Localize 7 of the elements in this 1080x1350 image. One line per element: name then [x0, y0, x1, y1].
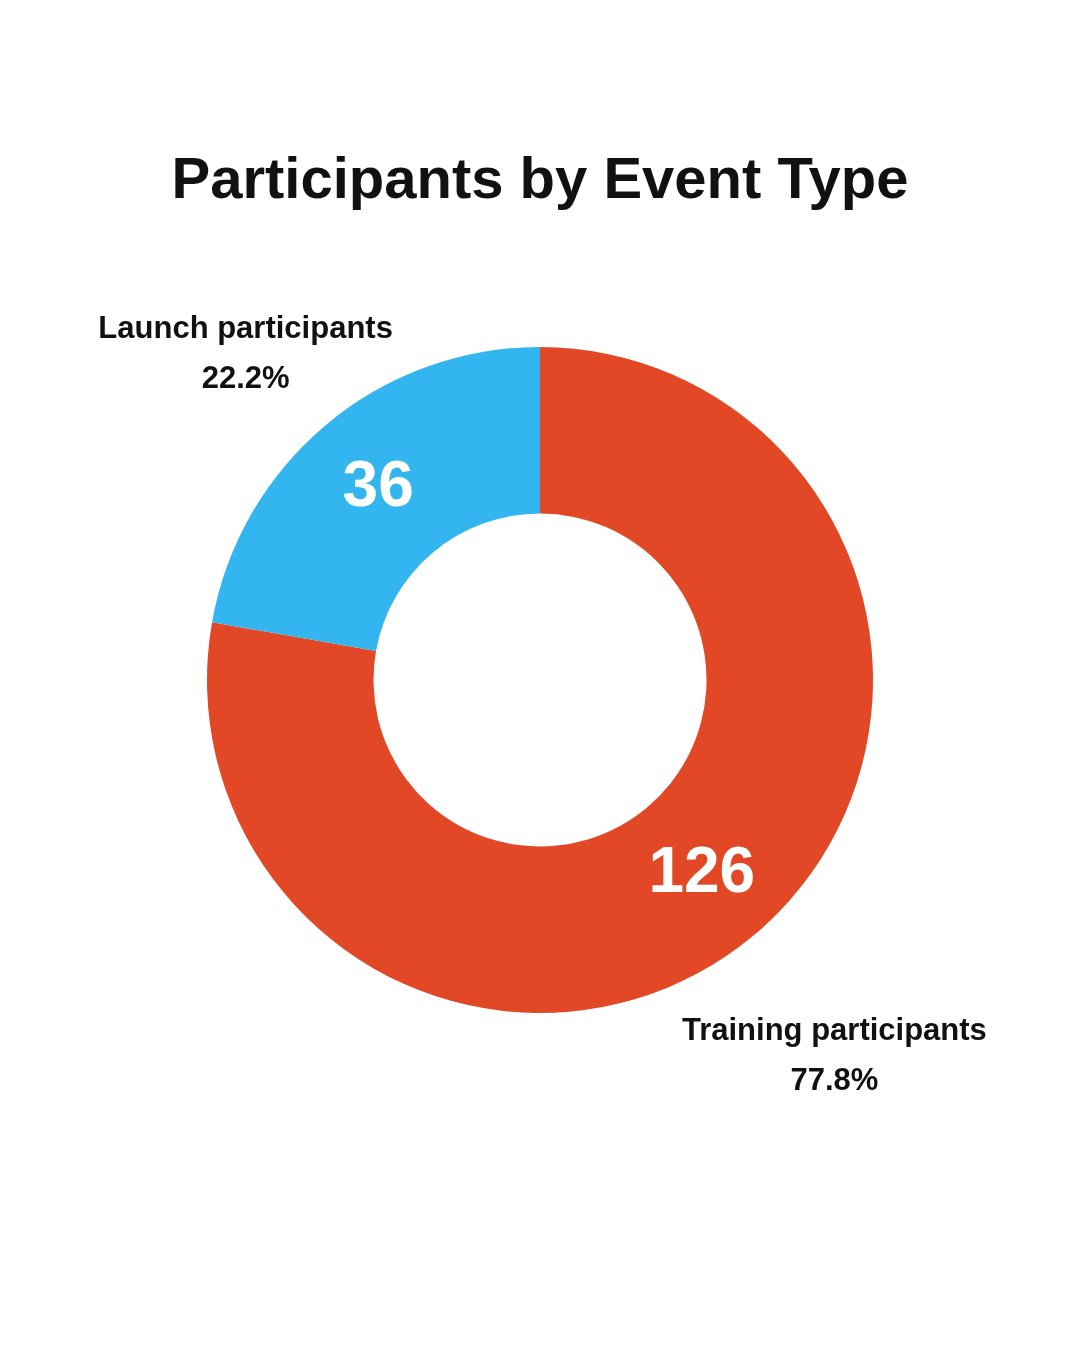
- data-label: 36: [342, 448, 414, 521]
- data-label: 126: [648, 833, 756, 906]
- slice-label: Launch participants: [98, 310, 393, 346]
- slice-label: Training participants: [681, 1011, 987, 1047]
- text: 77.8%: [790, 1061, 879, 1097]
- text: 22.2%: [201, 360, 290, 396]
- chart-title: Participants by Event Type: [171, 145, 909, 210]
